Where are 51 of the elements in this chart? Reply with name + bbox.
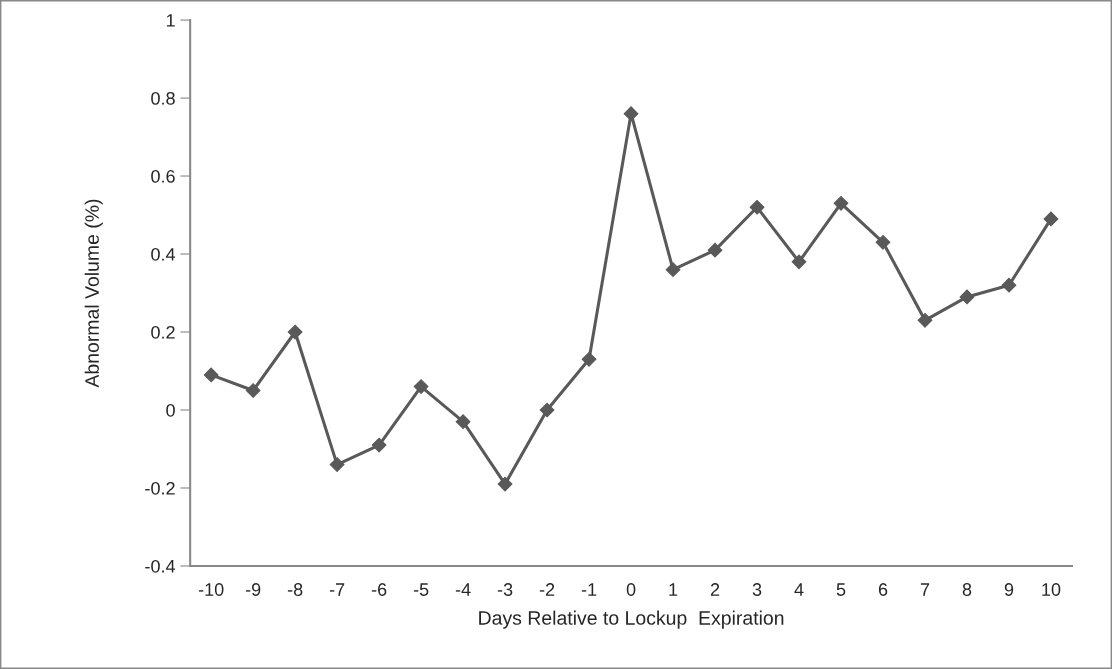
x-tick-label: 1 [669, 583, 678, 596]
point [917, 312, 933, 328]
y-tick-label: 0.6 [151, 169, 175, 183]
x-tick-label: 0 [626, 583, 636, 596]
point [371, 437, 387, 453]
point [455, 414, 471, 430]
point [791, 254, 807, 270]
x-tick-label: -2 [539, 583, 555, 596]
point [413, 379, 429, 394]
x-axis-title: Days Relative to Lockup Expiration [479, 610, 784, 629]
y-tick-label: 0.2 [151, 325, 175, 339]
x-tick-label: -5 [413, 583, 429, 596]
x-tick-label: -6 [371, 583, 387, 596]
x-tick-label: -10 [198, 583, 224, 596]
point [1043, 211, 1059, 227]
point [875, 234, 891, 250]
x-tick-label: 4 [794, 583, 804, 596]
y-tick-label: 1 [166, 14, 175, 27]
point [707, 242, 723, 258]
x-tick-label: -7 [329, 583, 345, 596]
x-tick-label: 9 [1004, 583, 1014, 596]
point [665, 262, 681, 278]
point [287, 324, 303, 340]
y-tick-label: -0.4 [145, 559, 176, 573]
point [1001, 277, 1017, 293]
point [245, 383, 261, 398]
x-tick-label: 5 [836, 583, 846, 596]
point [959, 289, 975, 305]
y-tick-label: 0.8 [151, 91, 175, 105]
point [203, 367, 219, 383]
x-tick-label: -9 [245, 583, 261, 596]
x-tick-label: 3 [752, 583, 762, 596]
x-tick-label: -8 [287, 583, 303, 596]
x-tick-label: -4 [455, 583, 471, 596]
x-tick-label: 8 [962, 583, 972, 596]
y-tick-label: 0 [166, 403, 175, 417]
x-tick-label: 7 [920, 583, 930, 596]
point [749, 199, 765, 215]
point [497, 476, 513, 492]
x-tick-label: -3 [497, 583, 513, 596]
y-tick-label: -0.2 [145, 481, 175, 495]
x-tick-label: -1 [581, 583, 597, 596]
x-tick-label: 6 [878, 583, 888, 596]
point [581, 351, 597, 367]
point [329, 457, 345, 472]
x-tick-label: 10 [1042, 583, 1061, 596]
x-tick-label: 2 [710, 583, 720, 596]
point [539, 402, 555, 418]
point [833, 195, 849, 211]
y-tick-label: 0.4 [151, 247, 176, 261]
y-axis-title: Abnormal Volume (%) [84, 199, 103, 388]
